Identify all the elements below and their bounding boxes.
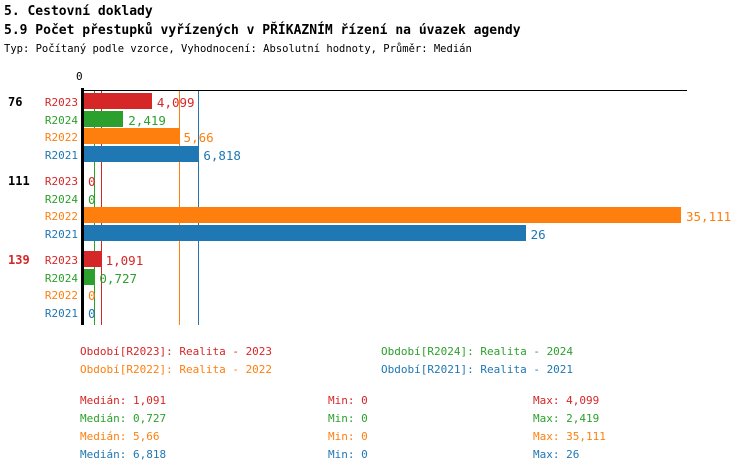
stat-max: Max: 4,099 <box>533 394 600 407</box>
bar <box>84 207 681 224</box>
stat-min: Min: 0 <box>328 448 368 461</box>
bar-year-label: R2024 <box>44 271 78 285</box>
bar-value-label: 6,818 <box>203 147 241 163</box>
bar <box>84 268 94 285</box>
bar-chart: 0 76 R2023 4,099 R2024 2,419 R2022 5,66 R2021 6,8… <box>8 70 732 325</box>
bar <box>84 251 101 267</box>
bar-year-label: R2023 <box>44 254 78 267</box>
bar-year-label: R2024 <box>44 113 78 127</box>
bar-value-label: 0,727 <box>99 270 138 286</box>
bar <box>84 93 152 109</box>
legend-item-r2023: Období[R2023]: Realita - 2023 <box>80 345 273 358</box>
bar-value-label: 0 <box>88 305 96 321</box>
bar-year-label: R2023 <box>44 96 78 109</box>
legend-item-r2021: Období[R2021]: Realita - 2021 <box>381 363 574 376</box>
stat-min: Min: 0 <box>328 412 368 425</box>
bar-value-label: 0 <box>88 191 96 207</box>
legend-item-r2022: Období[R2022]: Realita - 2022 <box>80 363 273 376</box>
stat-min: Min: 0 <box>328 394 368 407</box>
bar-year-label: R2021 <box>44 227 78 241</box>
bar-value-label: 5,66 <box>183 130 214 146</box>
legend-item-r2024: Období[R2024]: Realita - 2024 <box>381 345 574 358</box>
stat-median: Medián: 6,818 <box>80 448 167 461</box>
bar-value-label: 26 <box>530 226 546 242</box>
bar-year-label: R2022 <box>44 289 78 303</box>
bar-year-label: R2022 <box>44 131 78 145</box>
bar <box>84 224 526 241</box>
bar <box>84 128 179 145</box>
stat-max: Max: 26 <box>533 448 580 461</box>
stat-max: Max: 35,111 <box>533 430 606 443</box>
stat-max: Max: 2,419 <box>533 412 600 425</box>
bar-year-label: R2021 <box>44 148 78 162</box>
bar-value-label: 4,099 <box>156 95 195 110</box>
bar-value-label: 35,111 <box>686 209 732 225</box>
axis-top-line <box>81 90 687 91</box>
bar-year-label: R2021 <box>44 306 78 320</box>
chart-meta-line: Typ: Počítaný podle vzorce, Vyhodnocení:… <box>4 43 472 55</box>
bar-year-label: R2022 <box>44 210 78 224</box>
bar-value-label: 0 <box>88 174 96 189</box>
group-label: 139 <box>8 253 30 267</box>
axis-zero-label: 0 <box>76 70 83 83</box>
chart-title: 5.9 Počet přestupků vyřízených v PŘÍKAZN… <box>4 23 521 38</box>
bar-value-label: 0 <box>88 288 96 304</box>
bar <box>84 145 198 162</box>
bar-year-label: R2024 <box>44 192 78 206</box>
axis-line <box>81 88 84 325</box>
stat-min: Min: 0 <box>328 430 368 443</box>
stat-median: Medián: 1,091 <box>80 394 167 407</box>
bar-value-label: 1,091 <box>105 253 144 268</box>
stat-median: Medián: 0,727 <box>80 412 167 425</box>
group-label: 76 <box>8 95 23 109</box>
page-title: 5. Cestovní doklady <box>4 4 153 19</box>
bar-value-label: 2,419 <box>128 112 166 128</box>
stat-median: Medián: 5,66 <box>80 430 160 443</box>
bar-year-label: R2023 <box>44 175 78 188</box>
bar <box>84 110 123 127</box>
group-label: 111 <box>8 174 30 188</box>
